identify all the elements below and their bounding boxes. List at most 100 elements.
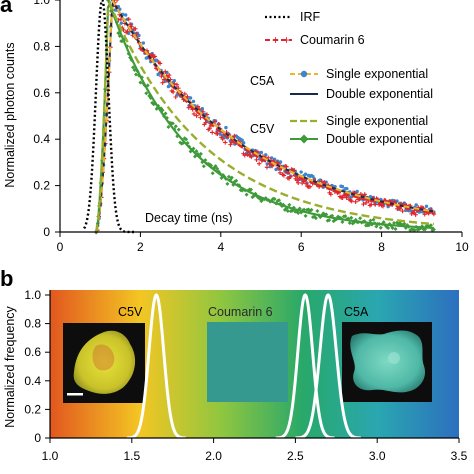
c5v-data-point: [313, 216, 318, 221]
coumarin-6-data-point: [173, 94, 178, 100]
c5v-data-point: [249, 187, 254, 192]
c5v-data-point: [378, 225, 383, 230]
panel-a-y-tick-label: 0.2: [33, 179, 50, 193]
c5a-data-point: [141, 41, 146, 45]
coumarin-6-data-point: [200, 109, 206, 114]
coumarin-6-data-point: [400, 208, 405, 214]
coumarin-6-data-point: [191, 111, 197, 117]
c5a-data-point: [259, 150, 264, 155]
c5a-data-point: [264, 153, 268, 157]
coumarin-6-data-point: [372, 202, 378, 207]
c5v-data-point: [371, 217, 376, 222]
c5a-data-point: [240, 138, 244, 142]
coumarin-6-data-point: [281, 173, 287, 178]
c5v-data-point: [349, 215, 354, 220]
panel-b-x-tick-label: 1.0: [42, 449, 59, 463]
c5v-data-point: [234, 178, 239, 183]
coumarin-6-data-point: [264, 165, 270, 170]
c5v-data-point: [173, 124, 178, 129]
coumarin-6-data-point: [174, 82, 180, 87]
legend-c5a-single-label: Single exponential: [326, 67, 428, 81]
panel-a-y-tick-label: 0.6: [33, 86, 50, 100]
legend-c5a-group-label: C5A: [250, 74, 275, 88]
c5a-data-point: [414, 203, 418, 207]
coumarin-6-data-point: [160, 80, 165, 85]
panel-b-x-tick-label: 2.0: [205, 449, 222, 463]
legend-coumarin-plus-marker-2: +: [283, 33, 290, 47]
c5v-data-point: [303, 213, 308, 218]
coumarin-6-data-point: [344, 195, 349, 200]
c5v-data-point: [412, 228, 417, 233]
panel-a-y-tick-label: 1.0: [33, 0, 50, 7]
c5v-data-point: [343, 214, 348, 219]
coumarin-6-data-point: [294, 178, 300, 183]
coumarin-6-image: [207, 322, 288, 402]
c5a-data-point: [137, 33, 141, 38]
panel-a-x-tick-label: 6: [298, 240, 305, 254]
panel-a-y-tick-label: 0.8: [33, 39, 50, 53]
coumarin-6-data-point: [319, 179, 324, 184]
coumarin-6-data-point: [353, 199, 358, 204]
c5v-data-point: [285, 209, 290, 214]
panel-a-plot-area: [83, 0, 437, 235]
coumarin-6-data-point: [245, 152, 250, 157]
legend-coumarin-plus-marker-1: +: [272, 33, 279, 47]
coumarin-6-data-point: [249, 154, 254, 160]
coumarin-6-data-point: [118, 16, 124, 22]
legend-coumarin-label: Coumarin 6: [300, 33, 365, 47]
panel-b-x-tick-label: 3.0: [369, 449, 386, 463]
panel-a-axes: 0 2 4 6 8 10 0 0.2 0.4 0.6 0.8 1.0: [33, 0, 469, 254]
c5a-data-point: [299, 170, 303, 174]
c5v-data-point: [381, 220, 386, 225]
c5v-data-point: [287, 202, 292, 207]
coumarin-6-data-point: [157, 61, 163, 66]
c5v-data-point: [184, 137, 189, 142]
panel-b: b Normalized frequency C5V Coumarin 6 C5…: [0, 266, 468, 463]
c5a-data-point: [166, 84, 171, 89]
c5v-data-point: [210, 171, 215, 176]
c5a-data-point: [154, 58, 159, 62]
coumarin-6-data-point: [126, 17, 131, 22]
c5a-data-point: [349, 195, 353, 199]
c5v-data-point: [226, 174, 231, 179]
panel-b-axes: 1.0 1.5 2.0 2.5 3.0 3.5 0 0.2 0.4 0.6 0.8 1.0: [24, 288, 467, 463]
c5v-data-point: [358, 216, 363, 221]
c5v-data-point: [393, 226, 398, 231]
c5a-data-point: [303, 172, 308, 176]
coumarin-6-data-point: [220, 136, 225, 142]
panel-a-x-tick-label: 10: [455, 240, 469, 254]
legend-c5a-double-label: Double exponential: [326, 87, 433, 101]
coumarin-6-data-point: [322, 180, 327, 185]
legend-c5v-double-label: Double exponential: [326, 132, 433, 146]
coumarin-6-data-point: [340, 195, 345, 200]
coumarin-6-data-point: [170, 89, 176, 95]
c5v-data-point: [215, 166, 220, 171]
c5a-data-point: [278, 160, 283, 164]
c5v-data-point: [368, 218, 373, 223]
c5a-single-exponential-line: [95, 0, 435, 233]
legend-c5a-single-marker: [300, 70, 308, 78]
coumarin-6-data-point: [127, 22, 133, 27]
legend-c5v-single-label: Single exponential: [326, 114, 428, 128]
panel-a-label: a: [0, 0, 13, 17]
coumarin-6-data-point: [303, 181, 309, 186]
coumarin-6-data-point: [207, 126, 212, 131]
c5v-data-point: [392, 220, 397, 225]
c5v-data-point: [105, 0, 110, 3]
coumarin-6-data-point: [292, 168, 297, 173]
panel-b-y-tick-label: 1.0: [24, 288, 41, 302]
coumarin-6-data-point: [288, 174, 293, 179]
coumarin-6-data-point: [284, 164, 289, 169]
panel-b-y-tick-label: 0.4: [24, 374, 41, 388]
coumarin-6-data-point: [328, 192, 334, 197]
c5v-single-exponential-line: [94, 0, 434, 233]
panel-a-legend: IRF + + Coumarin 6 C5A Single exponentia…: [250, 10, 433, 146]
c5v-data-point: [244, 192, 249, 197]
coumarin-6-data-point: [215, 131, 220, 136]
coumarin-6-data-point: [277, 170, 283, 175]
coumarin-6-data-point: [210, 130, 215, 135]
coumarin-6-data-point: [363, 200, 369, 205]
coumarin-6-data-point: [369, 202, 374, 207]
c5v-data-point: [198, 151, 203, 156]
coumarin-6-data-point: [361, 201, 366, 207]
